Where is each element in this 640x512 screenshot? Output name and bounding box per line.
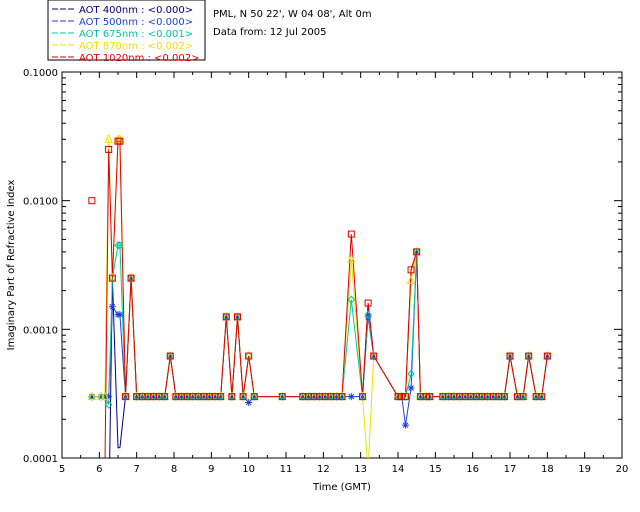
x-tick-label: 16 bbox=[466, 464, 479, 475]
x-tick-label: 8 bbox=[171, 464, 177, 475]
x-tick-label: 7 bbox=[133, 464, 139, 475]
data-point-asterisk bbox=[245, 398, 253, 406]
x-axis-label: Time (GMT) bbox=[312, 482, 371, 493]
legend-label: AOT 870nm : <0.002> bbox=[79, 41, 193, 52]
data-point-asterisk bbox=[364, 313, 372, 321]
data-point-square bbox=[233, 313, 241, 321]
y-tick-label: 0.1000 bbox=[23, 68, 58, 79]
series-lines bbox=[91, 138, 548, 458]
x-tick-label: 15 bbox=[429, 464, 442, 475]
data-point-triangle bbox=[104, 134, 113, 143]
data-point-triangle bbox=[100, 391, 110, 401]
data-point-square bbox=[239, 393, 247, 401]
y-axis: 0.0001 0.0010 0.0100 0.1000 bbox=[23, 68, 622, 465]
data-point-square bbox=[88, 197, 96, 205]
x-tick-label: 11 bbox=[280, 464, 293, 475]
data-point-triangle bbox=[406, 275, 416, 284]
data-point-square bbox=[407, 266, 415, 274]
data-point-square bbox=[250, 393, 258, 401]
data-point-diamond bbox=[364, 310, 372, 319]
data-point-square bbox=[359, 393, 367, 401]
data-point-square bbox=[127, 274, 135, 282]
data-point-square bbox=[401, 393, 409, 401]
series-line bbox=[91, 244, 548, 405]
data-point-square bbox=[394, 393, 402, 401]
legend-label: AOT 400nm : <0.000> bbox=[79, 5, 193, 16]
data-point-square bbox=[426, 393, 434, 401]
location-label: PML, N 50 22', W 04 08', Alt 0m bbox=[213, 9, 372, 20]
x-tick-label: 6 bbox=[96, 464, 102, 475]
series-line bbox=[104, 140, 548, 458]
series-markers bbox=[87, 134, 552, 429]
x-tick-label: 14 bbox=[392, 464, 405, 475]
data-point-diamond bbox=[114, 241, 122, 250]
data-point-square bbox=[370, 352, 378, 360]
data-point-diamond bbox=[116, 241, 124, 250]
x-tick-label: 17 bbox=[504, 464, 517, 475]
x-tick-label: 9 bbox=[208, 464, 214, 475]
data-point-square bbox=[217, 393, 225, 401]
data-point-square bbox=[347, 230, 355, 238]
data-point-square bbox=[525, 352, 533, 360]
data-point-asterisk bbox=[108, 303, 116, 311]
data-point-square bbox=[398, 393, 406, 401]
x-tick-label: 18 bbox=[541, 464, 554, 475]
data-point-triangle bbox=[87, 391, 97, 401]
data-point-asterisk bbox=[116, 311, 124, 319]
data-point-square bbox=[278, 393, 286, 401]
legend-label: AOT 500nm : <0.000> bbox=[79, 17, 193, 28]
data-point-asterisk bbox=[401, 421, 409, 429]
data-point-square bbox=[338, 393, 346, 401]
data-point-square bbox=[543, 352, 551, 360]
x-tick-label: 10 bbox=[242, 464, 255, 475]
data-point-square bbox=[161, 393, 169, 401]
data-point-square bbox=[108, 274, 116, 282]
data-point-square bbox=[364, 299, 372, 307]
data-point-square bbox=[500, 393, 508, 401]
data-point-square bbox=[121, 393, 129, 401]
data-point-square bbox=[538, 393, 546, 401]
x-axis: 5 6 7 8 9 10 11 12 13 14 15 16 17 18 19 20 bbox=[59, 72, 629, 475]
data-point-square bbox=[413, 248, 421, 256]
x-tick-label: 5 bbox=[59, 464, 65, 475]
data-point-square bbox=[228, 393, 236, 401]
data-point-square bbox=[105, 145, 113, 153]
data-point-asterisk bbox=[347, 393, 355, 401]
data-point-square bbox=[166, 352, 174, 360]
x-tick-label: 20 bbox=[616, 464, 629, 475]
legend-box bbox=[47, 0, 206, 61]
data-point-diamond bbox=[347, 295, 355, 304]
x-tick-label: 13 bbox=[354, 464, 367, 475]
data-point-square bbox=[222, 313, 230, 321]
y-tick-label: 0.0001 bbox=[23, 454, 58, 465]
data-point-square bbox=[422, 393, 430, 401]
legend-label: AOT 675nm : <0.001> bbox=[79, 29, 193, 40]
series-line bbox=[91, 138, 548, 458]
y-axis-label: Imaginary Part of Refractive Index bbox=[6, 180, 17, 351]
legend: AOT 400nm : <0.000>AOT 500nm : <0.000>AO… bbox=[52, 5, 199, 64]
x-tick-label: 12 bbox=[317, 464, 330, 475]
data-point-square bbox=[116, 137, 124, 145]
date-label: Data from: 12 Jul 2005 bbox=[213, 27, 326, 38]
y-tick-label: 0.0010 bbox=[23, 325, 58, 336]
data-point-square bbox=[519, 393, 527, 401]
data-point-square bbox=[506, 352, 514, 360]
x-tick-label: 19 bbox=[578, 464, 591, 475]
data-point-triangle bbox=[347, 254, 356, 263]
data-point-triangle bbox=[115, 134, 125, 143]
series-line bbox=[362, 251, 548, 398]
data-point-diamond bbox=[407, 369, 415, 379]
data-point-asterisk bbox=[407, 384, 415, 392]
y-tick-label: 0.0100 bbox=[23, 197, 58, 208]
data-point-square bbox=[245, 352, 253, 360]
legend-label: AOT 1020nm : <0.002> bbox=[79, 53, 199, 64]
data-point-diamond bbox=[105, 400, 113, 409]
